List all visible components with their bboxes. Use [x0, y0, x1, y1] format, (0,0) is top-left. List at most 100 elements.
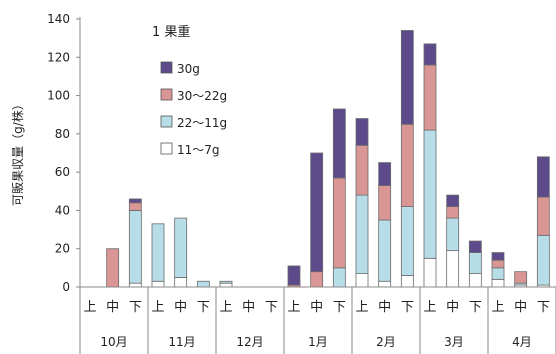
bar-segment-1 [400, 275, 414, 288]
y-tick-label: 40 [55, 203, 70, 217]
legend-swatch [160, 142, 173, 155]
y-tick-label: 120 [47, 50, 70, 64]
legend-swatch [160, 88, 173, 101]
legend-swatch [160, 61, 173, 74]
month-label: 3月 [444, 335, 464, 349]
x-tick-label: 上 [83, 300, 96, 315]
x-tick-label: 下 [469, 300, 482, 315]
y-tick-label: 20 [55, 242, 70, 256]
x-tick-label: 上 [151, 300, 164, 315]
x-tick-label: 中 [378, 300, 391, 315]
y-tick-label: 60 [55, 165, 70, 179]
y-tick-label: 140 [47, 12, 70, 26]
month-label: 4月 [512, 335, 532, 349]
bar-segment-1 [468, 273, 482, 288]
legend-swatch [160, 115, 173, 128]
bar-segment-2 [174, 217, 188, 278]
bar-segment-2 [423, 129, 437, 259]
bar-segment-4 [378, 162, 392, 186]
bar-segment-1 [491, 278, 505, 288]
x-tick-label: 上 [355, 300, 368, 315]
bar-segment-2 [151, 223, 165, 282]
bar-segment-4 [400, 30, 414, 125]
y-tick-label: 0 [62, 280, 70, 294]
x-tick-label: 上 [287, 300, 300, 315]
legend-title: 1 果重 [152, 24, 190, 40]
x-tick-label: 上 [219, 300, 232, 315]
legend-label: 22～11g [177, 116, 227, 130]
bar-segment-1 [128, 282, 142, 288]
x-tick-label: 中 [310, 300, 323, 315]
bar-segment-3 [128, 202, 142, 211]
bar-segment-2 [378, 219, 392, 282]
bar-segment-2 [468, 252, 482, 275]
x-tick-label: 下 [333, 300, 346, 315]
bar-segment-1 [174, 277, 188, 288]
bar-segment-3 [536, 196, 550, 236]
bar-segment-3 [355, 144, 369, 196]
bar-segment-3 [332, 177, 346, 269]
bar-segment-4 [128, 198, 142, 204]
bar-segment-1 [446, 250, 460, 288]
x-tick-label: 中 [174, 300, 187, 315]
legend-label: 11～7g [177, 143, 220, 157]
bar-segment-3 [378, 185, 392, 221]
y-axis-label: 可販果収量（g/株） [10, 98, 25, 206]
x-tick-label: 下 [401, 300, 414, 315]
x-tick-label: 上 [423, 300, 436, 315]
month-label: 1月 [308, 335, 328, 349]
x-tick-label: 中 [106, 300, 119, 315]
bar-segment-3 [400, 123, 414, 207]
bar-segment-2 [355, 194, 369, 275]
y-tick-label: 80 [55, 127, 70, 141]
bar-segment-2 [536, 234, 550, 286]
bars [106, 30, 550, 288]
bar-segment-2 [332, 267, 346, 288]
x-axis: 上中下上中下上中下上中下上中下上中下上中下10月 11月 12月 1月 2月 3月 4月 [79, 286, 556, 354]
bar-segment-1 [378, 280, 392, 288]
bar-segment-4 [332, 108, 346, 179]
bar-segment-4 [287, 265, 301, 286]
bar-segment-1 [423, 257, 437, 288]
x-tick-label: 中 [514, 300, 527, 315]
bar-segment-2 [196, 280, 210, 288]
bar-segment-4 [446, 194, 460, 208]
y-axis: 0 20 40 60 80 100 120 140 [47, 12, 81, 294]
month-label: 12月 [236, 335, 263, 349]
x-tick-label: 下 [129, 300, 142, 315]
x-tick-label: 中 [242, 300, 255, 315]
bar-segment-1 [355, 273, 369, 288]
bar-segment-2 [128, 210, 142, 284]
x-tick-label: 下 [197, 300, 210, 315]
bar-segment-3 [514, 271, 528, 284]
month-label: 2月 [376, 335, 396, 349]
bar-segment-3 [446, 206, 460, 219]
bar-segment-1 [219, 282, 233, 288]
bar-segment-3 [310, 271, 324, 288]
legend: 1 果重 30g 30～22g 22～11g 11～7g [152, 24, 227, 157]
bar-segment-4 [536, 156, 550, 198]
x-tick-label: 下 [537, 300, 550, 315]
month-label: 11月 [168, 335, 195, 349]
month-label: 10月 [100, 335, 127, 349]
bar-segment-3 [491, 259, 505, 269]
bar-segment-4 [310, 152, 324, 273]
y-tick-label: 100 [47, 89, 70, 103]
bar-segment-2 [446, 217, 460, 252]
bar-segment-4 [355, 118, 369, 146]
legend-label: 30g [177, 62, 200, 76]
bar-segment-2 [219, 280, 233, 284]
bar-segment-3 [106, 248, 120, 288]
bar-segment-4 [468, 240, 482, 253]
legend-label: 30～22g [177, 89, 227, 103]
bar-segment-3 [423, 64, 437, 131]
bar-segment-4 [491, 252, 505, 261]
bar-segment-1 [151, 280, 165, 288]
bar-segment-4 [423, 43, 437, 66]
bar-segment-2 [400, 206, 414, 276]
bar-segment-2 [491, 267, 505, 280]
x-tick-label: 上 [491, 300, 504, 315]
x-tick-label: 中 [446, 300, 459, 315]
x-tick-label: 下 [265, 300, 278, 315]
